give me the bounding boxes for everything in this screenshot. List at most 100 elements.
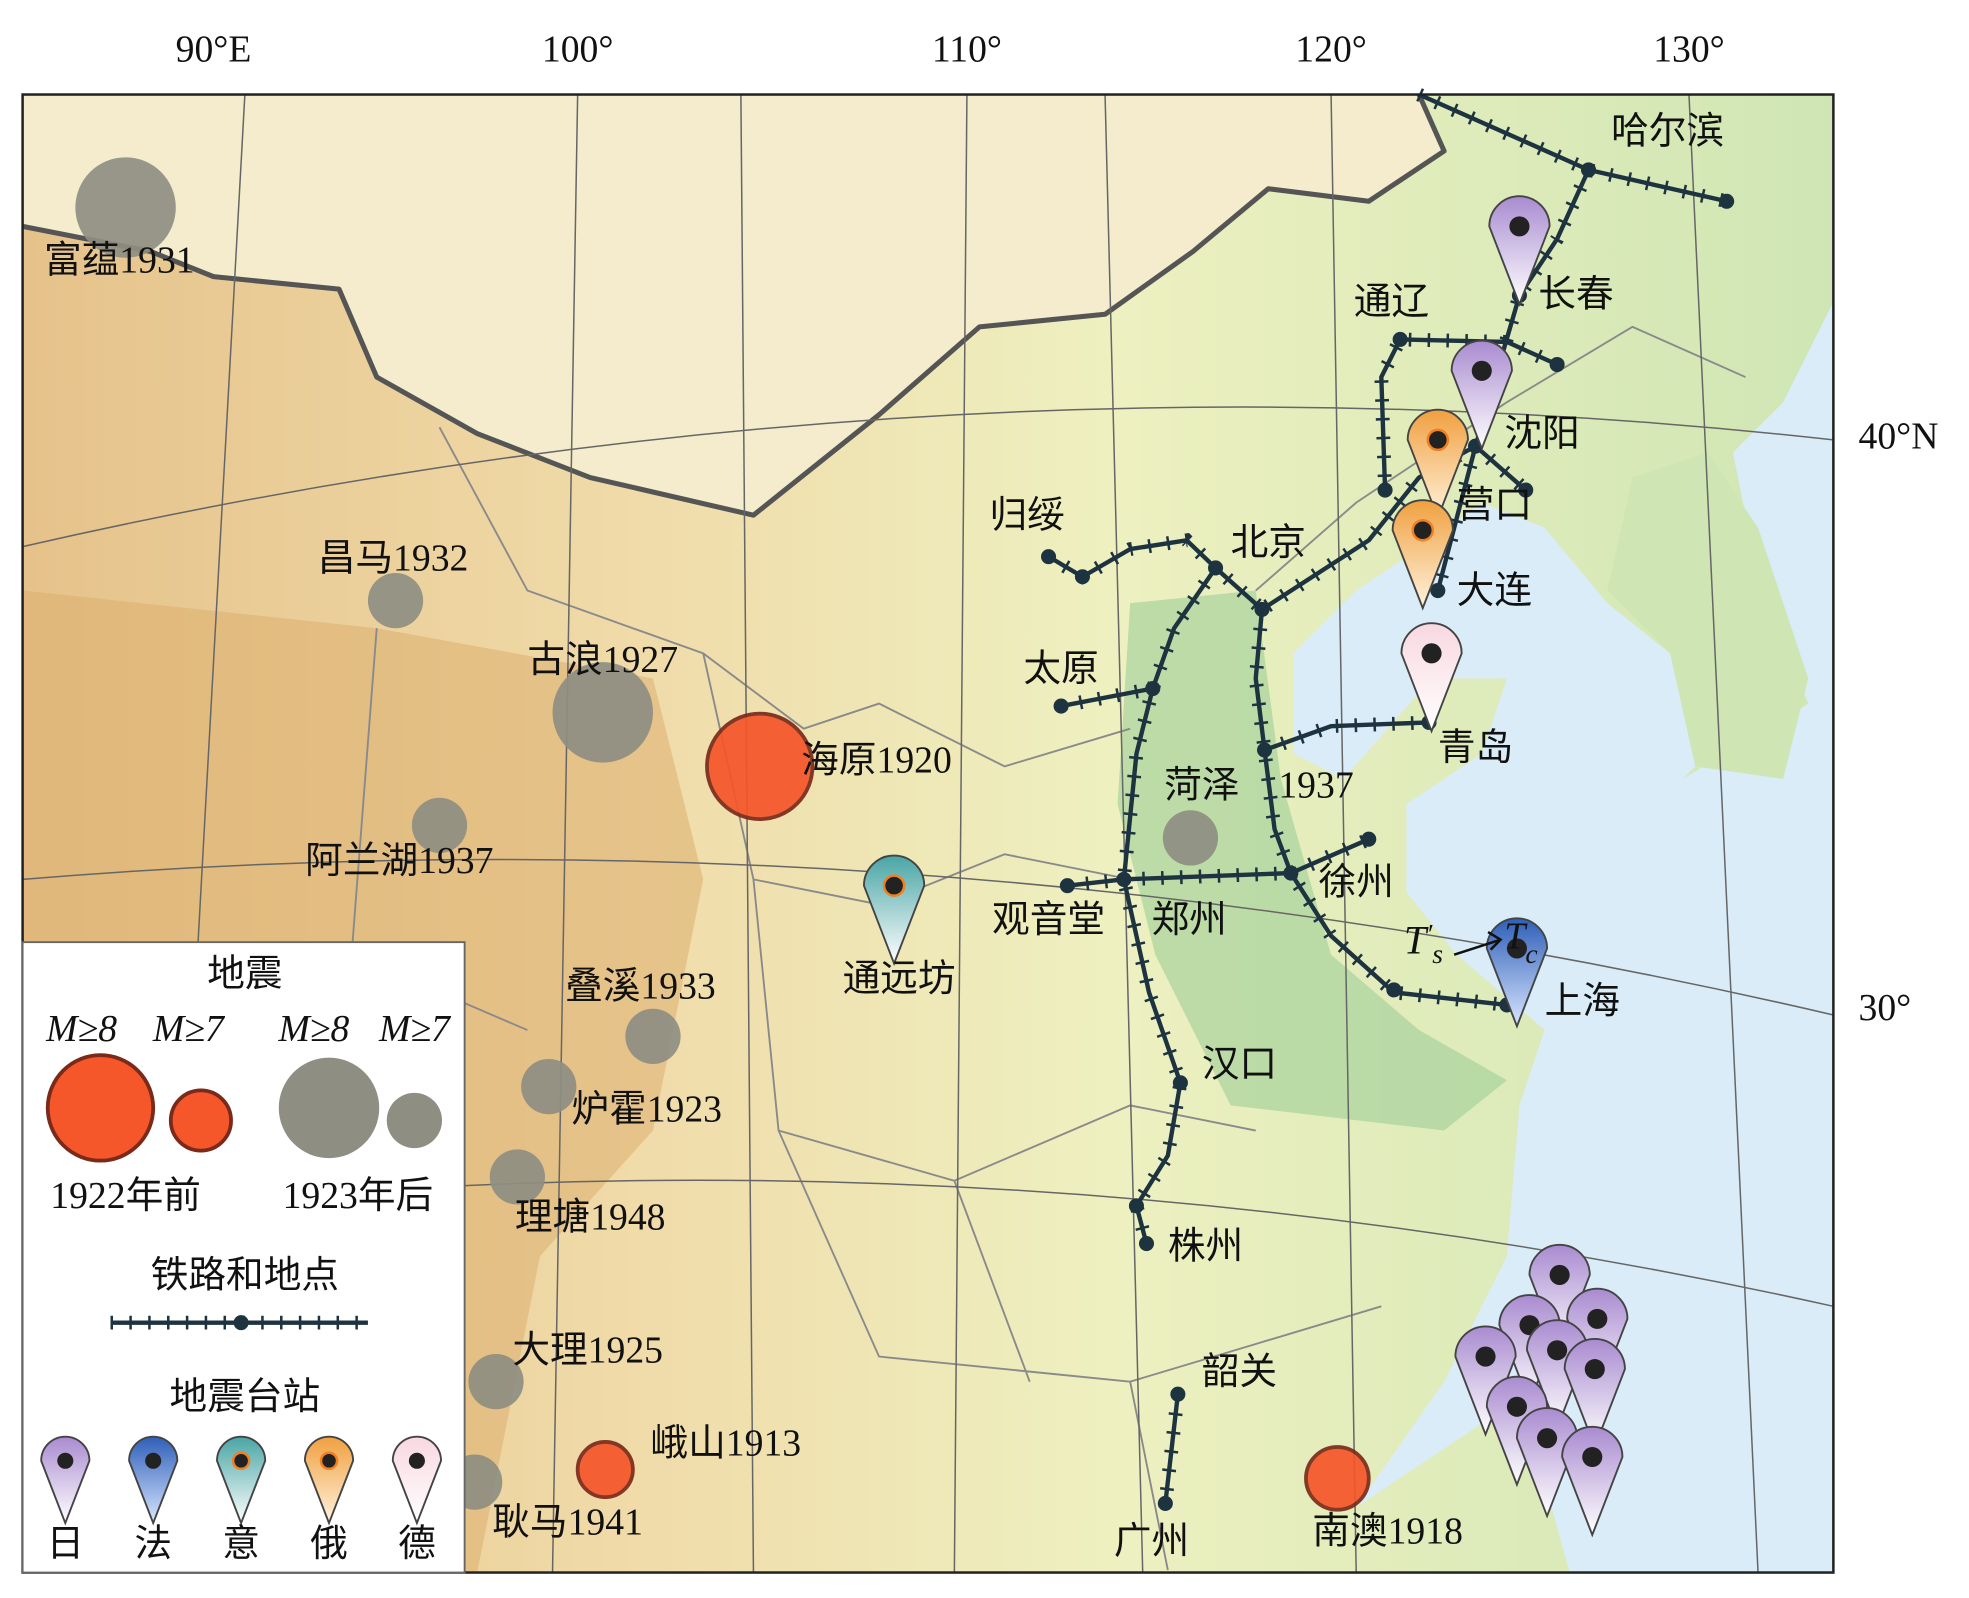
legend-magnitude: M≥7 [152,1008,226,1050]
city-label: 汉口 [1202,1043,1277,1085]
city-label: 归绥 [990,495,1065,537]
legend-earthquake [168,1088,233,1153]
longitude-label: 90°E [176,29,252,71]
railway [1474,444,1528,492]
latitude-label: 40°N [1858,415,1938,457]
city-label: 上海 [1545,981,1620,1023]
earthquake [1304,1445,1371,1512]
city-label: 营口 [1457,485,1532,527]
rail-dot [1361,831,1377,847]
legend-period: 1922年前 [50,1175,201,1217]
station-pin-dot [145,1452,162,1469]
legend-title: 铁路和地点 [151,1254,339,1296]
station-pin-dot [1582,1446,1603,1468]
city-label: 沈阳 [1504,413,1579,455]
station-pin-dot [1506,938,1527,959]
meridian [1330,94,1357,1573]
station-pin-dot [1584,1359,1605,1380]
railway [1263,720,1430,753]
city-label: 太原 [1023,648,1098,690]
city-label: 通辽 [1354,281,1429,323]
annotation-arrow [1453,931,1503,956]
rail-dot [1254,601,1270,617]
earthquake [705,711,815,821]
rail-dot [1074,569,1090,585]
station-pin [1561,1426,1624,1538]
city-label: 郑州 [1152,899,1227,941]
station-pin [1406,408,1469,521]
border [22,93,1447,518]
legend-period: 1923年后 [283,1175,434,1217]
city-dot [1580,162,1597,178]
longitude-label: 110° [932,29,1002,71]
city-dot [1116,871,1132,887]
legend-station-label: 德 [398,1523,436,1565]
station-pin-dot [1411,518,1435,542]
city-label: 北京 [1231,522,1306,564]
railway [1121,566,1218,1245]
map-frame [21,93,1835,1574]
station-pin [391,1435,442,1526]
rail-dot [1145,680,1161,697]
earthquake [411,797,468,853]
legend-earthquake [278,1057,380,1159]
city-dot [1283,865,1299,881]
station-pin [863,854,926,967]
city-dot [1138,1235,1155,1252]
city-dot [1041,549,1057,565]
railway [1163,1393,1181,1504]
city-dot [1059,878,1075,894]
legend-station-label: 法 [134,1523,172,1565]
earthquake-label: 阿兰湖1937 [305,840,493,882]
station-pin [1528,1243,1591,1356]
station-pin-dot [1506,1396,1527,1417]
station-pin-dot [1426,428,1450,452]
station-pin-dot [1587,1308,1608,1329]
stations [863,195,1629,1538]
station-pin-dot [1549,1264,1570,1285]
station-pin-dot [57,1452,74,1469]
city-dot [1053,698,1069,714]
station-pin-dot [231,1451,251,1471]
earthquake [521,1058,577,1115]
sea [1293,94,1834,1573]
longitude-label: 130° [1653,29,1725,71]
city-label: 哈尔滨 [1611,110,1724,152]
earthquake [1162,810,1219,866]
legend-station-label: 日 [46,1523,84,1565]
latitude-label: 30° [1858,987,1911,1029]
legend-title: 地震台站 [170,1376,321,1418]
station-pin-dot [408,1452,425,1469]
rail-dot [1719,193,1735,209]
meridian [1688,94,1759,1573]
earthquake-label: 菏泽 [1164,765,1239,807]
earthquake-label: 炉霍1923 [571,1089,722,1131]
city-dot [1157,1495,1173,1512]
earthquake [625,1008,681,1064]
city-dot [1518,482,1534,498]
station-pin-dot [1547,1340,1568,1361]
legend-magnitude: M≥7 [378,1008,452,1050]
legend-rail-dot [233,1315,249,1331]
station-pin [303,1435,355,1526]
station-pin [1488,195,1551,307]
earthquake [489,1149,545,1205]
rail-dot [1128,1198,1144,1214]
city-dot [1170,1386,1186,1402]
plain [1117,590,1507,1131]
earthquake-label: 昌马1932 [318,537,469,579]
labels: 富蕴1931 昌马1932 古浪1927 海原1920 阿兰湖1937 叠溪1933 炉霍1… [44,110,1724,1562]
station-pin-dot [1471,360,1492,381]
city-label: 韶关 [1202,1351,1277,1393]
meridian [740,94,755,1573]
station-pin-dot [319,1451,339,1471]
railway [1067,837,1370,888]
legend-station-label: 俄 [310,1523,348,1565]
rail-dot [1256,742,1273,758]
legend-earthquake [45,1053,156,1163]
city-label: 广州 [1114,1521,1189,1563]
korea [1607,452,1809,779]
railway [1253,609,1508,1008]
longitude-label: 100° [542,29,614,71]
